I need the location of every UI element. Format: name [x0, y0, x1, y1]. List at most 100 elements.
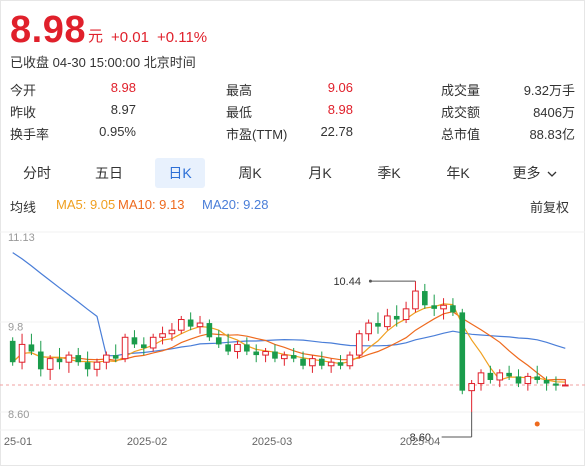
tab-quarterly-k[interactable]: 季K [377, 165, 401, 181]
stat-label: 昨收 [10, 105, 37, 120]
candle-body [402, 308, 410, 321]
candle-body [393, 315, 400, 320]
tab-weekly-k[interactable]: 周K [238, 165, 262, 181]
candle-body [225, 344, 231, 352]
legend-ma5: MA5: 9.05 [56, 197, 116, 212]
candle-body [355, 333, 363, 356]
stat-value: 8.97 [110, 102, 136, 117]
candle-body [553, 383, 559, 386]
candle-body [187, 319, 194, 327]
y-axis-min-label: 8.60 [8, 409, 29, 421]
candle-body [131, 337, 138, 345]
y-axis-mid-label: 9.8 [8, 322, 23, 334]
candle-body [365, 322, 372, 335]
candle-body [177, 319, 185, 331]
price-header: 8.98 元 +0.01 +0.11% [10, 8, 207, 50]
candle-body [477, 372, 485, 385]
tab-yearly-k[interactable]: 年K [446, 165, 470, 181]
market-status: 已收盘 04-30 15:00:00 北京时间 [10, 55, 196, 70]
candle-body [384, 315, 391, 328]
candle-body [149, 336, 157, 349]
candle-body [75, 355, 82, 363]
y-axis-max-label: 11.13 [8, 232, 35, 244]
candle-body [300, 358, 306, 366]
candle-body [375, 323, 381, 327]
candle-body [309, 358, 316, 367]
candle-body [93, 361, 101, 370]
candle-body [168, 329, 176, 335]
candle-body [272, 351, 278, 359]
candle-body [468, 383, 475, 392]
stat-value: 9.06 [327, 80, 353, 95]
legend-title: 均线 [10, 200, 37, 215]
candle-body [262, 351, 269, 356]
x-axis-tick-label: 2025-04 [400, 436, 440, 448]
x-axis-tick-label: 2025-03 [252, 436, 292, 448]
price-change: +0.01 [110, 29, 149, 46]
tab-intraday[interactable]: 分时 [23, 165, 51, 181]
candle-body [9, 340, 16, 363]
stat-value: 9.32万手 [523, 83, 575, 98]
candle-body [524, 375, 532, 385]
candle-body [543, 379, 550, 384]
candle-body [159, 333, 166, 338]
candle-body [28, 344, 35, 352]
tab-five-day[interactable]: 五日 [95, 165, 123, 181]
candle-body [346, 354, 354, 367]
tab-monthly-k[interactable]: 月K [308, 165, 332, 181]
last-price: 8.98 [10, 9, 86, 51]
candle-body [337, 362, 344, 366]
candle-body [487, 372, 494, 380]
stat-label: 成交量 [441, 83, 481, 98]
stat-value: 8406万 [533, 105, 575, 120]
candle-body [215, 337, 222, 345]
stat-label: 最低 [226, 105, 253, 120]
candle-body [450, 305, 456, 313]
stat-value: 8.98 [110, 80, 136, 95]
x-axis-tick-label: 2025-02 [127, 436, 167, 448]
period-tabs: 分时 五日 日K 周K 月K 季K 年K 更多 [10, 158, 575, 188]
candle-body [506, 372, 512, 377]
stat-label: 总市值 [441, 127, 481, 142]
tab-more[interactable]: 更多 [505, 158, 565, 188]
stat-value: 88.83亿 [529, 127, 575, 142]
candle-body [234, 343, 241, 353]
low-annotation-label: 8.60 [410, 432, 431, 444]
candle-body [253, 351, 260, 356]
candle-body [459, 312, 466, 391]
currency-unit: 元 [87, 28, 103, 45]
ma20-line [12, 252, 566, 357]
adjust-mode-button[interactable]: 前复权 [530, 200, 570, 215]
candle-body [440, 304, 447, 310]
stat-value: 8.98 [327, 102, 353, 117]
candle-body [112, 355, 119, 359]
ma-legend: 均线 MA5: 9.05 MA10: 9.13 MA20: 9.28 前复权 [10, 197, 575, 217]
candle-body [327, 361, 335, 367]
candle-body [281, 354, 288, 360]
tab-daily-k[interactable]: 日K [155, 158, 205, 188]
candle-body [56, 358, 63, 363]
candle-body [18, 343, 26, 363]
stat-value: 0.95% [99, 124, 136, 139]
candle-body [206, 323, 213, 338]
stat-label: 市盈(TTM) [226, 127, 288, 142]
tab-more-label: 更多 [512, 165, 541, 181]
candle-body [65, 354, 73, 363]
candle-body [412, 290, 419, 310]
stat-label: 成交额 [441, 105, 481, 120]
legend-ma10: MA10: 9.13 [118, 197, 185, 212]
candle-body [244, 344, 250, 352]
candle-body [46, 358, 54, 370]
candle-body [496, 372, 504, 381]
candle-body [534, 376, 541, 380]
candle-body [196, 322, 204, 328]
candle-body [290, 355, 297, 359]
legend-ma20: MA20: 9.28 [202, 197, 269, 212]
kline-chart[interactable]: 11.13 9.8 8.60 10.44 8.60 25-01 2025-02 2025-03… [0, 220, 585, 466]
candle-body [103, 354, 110, 363]
event-marker-dot [534, 421, 540, 427]
stat-label: 换手率 [10, 127, 50, 142]
candle-body [121, 336, 129, 360]
stat-label: 今开 [10, 83, 37, 98]
stat-label: 最高 [226, 83, 253, 98]
